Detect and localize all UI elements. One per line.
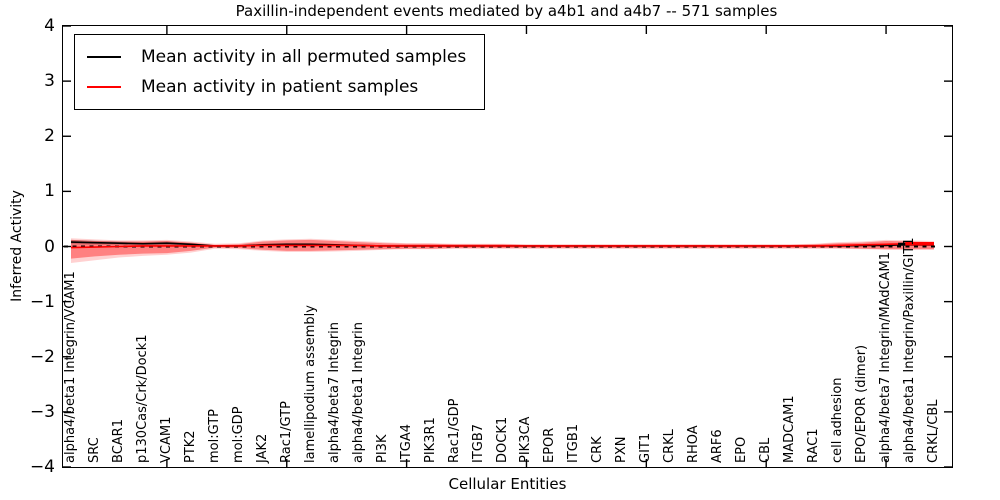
x-tick-label: Rac1/GTP <box>278 401 294 463</box>
x-tick-label: alpha4/beta7 Integrin <box>326 321 342 463</box>
x-tick-label: Rac1/GDP <box>446 398 462 463</box>
x-tick-label: CRKL/CBL <box>926 399 941 464</box>
x-tick-label: ARF6 <box>710 429 726 463</box>
x-tick-label: PTK2 <box>182 430 198 463</box>
y-tick-label: −4 <box>29 457 55 477</box>
x-tick-label: cell adhesion <box>830 377 846 463</box>
legend-label-patient: Mean activity in patient samples <box>141 77 419 97</box>
black-line-sample-icon <box>87 56 121 58</box>
x-tick-label: ITGB1 <box>566 423 582 463</box>
x-tick-label: MADCAM1 <box>782 395 798 463</box>
x-axis-label: Cellular Entities <box>448 475 567 493</box>
y-tick-label: −1 <box>29 291 55 312</box>
x-tick-label: PIK3CA <box>518 416 534 463</box>
x-tick-label: CBL <box>758 437 774 463</box>
x-tick-label: CRK <box>590 436 606 463</box>
chart-canvas <box>63 26 952 467</box>
x-tick-label: alpha4/beta1 Integrin/Paxillin/GIT1 <box>902 237 918 463</box>
x-tick-label: DOCK1 <box>494 416 510 463</box>
y-tick-label: 4 <box>44 16 55 36</box>
red-line-sample-icon <box>87 86 121 88</box>
chart-title: Paxillin-independent events mediated by … <box>235 2 778 20</box>
patient-std-outer-band <box>71 238 934 264</box>
plot-area: Mean activity in all permuted samples Me… <box>30 16 953 493</box>
x-tick-label: PIK3R1 <box>422 417 438 463</box>
legend-entry-patient: Mean activity in patient samples <box>87 72 466 102</box>
y-tick-label: 0 <box>44 236 55 257</box>
x-tick-label: p130Cas/Crk/Dock1 <box>134 334 150 463</box>
y-tick-label: 3 <box>44 71 55 92</box>
legend-entry-permuted: Mean activity in all permuted samples <box>87 42 466 72</box>
patient-mean-line <box>70 242 934 249</box>
x-tick-label: PI3K <box>374 434 390 463</box>
y-tick-label: 1 <box>44 181 55 202</box>
y-tick-label: −3 <box>29 401 55 422</box>
x-tick-label: mol:GDP <box>230 406 246 463</box>
x-tick-label: RAC1 <box>806 428 822 463</box>
x-tick-label: ITGA4 <box>398 423 414 463</box>
x-tick-label: EPO <box>734 436 750 463</box>
x-tick-label: lamellipodium assembly <box>302 305 318 463</box>
x-tick-label: alpha4/beta1 Integrin/VCAM1 <box>63 271 78 463</box>
x-tick-label: JAK2 <box>254 433 270 463</box>
x-tick-label: mol:GTP <box>206 409 222 463</box>
x-tick-label: EPO/EPOR (dimer) <box>854 344 870 463</box>
x-tick-label: RHOA <box>686 425 702 463</box>
legend-box: Mean activity in all permuted samples Me… <box>74 34 486 110</box>
y-tick-label: −2 <box>29 346 55 367</box>
x-tick-label: CRKL <box>662 429 678 463</box>
x-tick-label: alpha4/beta1 Integrin <box>350 321 366 463</box>
legend-label-permuted: Mean activity in all permuted samples <box>141 47 467 67</box>
x-tick-label: PXN <box>614 436 630 463</box>
x-tick-label: alpha4/beta7 Integrin/MAdCAM1 <box>878 252 894 463</box>
x-tick-label: ITGB7 <box>470 423 486 463</box>
x-tick-label: EPOR <box>542 427 558 463</box>
x-tick-label: SRC <box>86 437 102 463</box>
x-tick-label: GIT1 <box>638 432 654 463</box>
y-tick-label: 2 <box>44 126 55 147</box>
x-tick-label: VCAM1 <box>158 416 174 463</box>
x-tick-label: BCAR1 <box>110 419 126 463</box>
